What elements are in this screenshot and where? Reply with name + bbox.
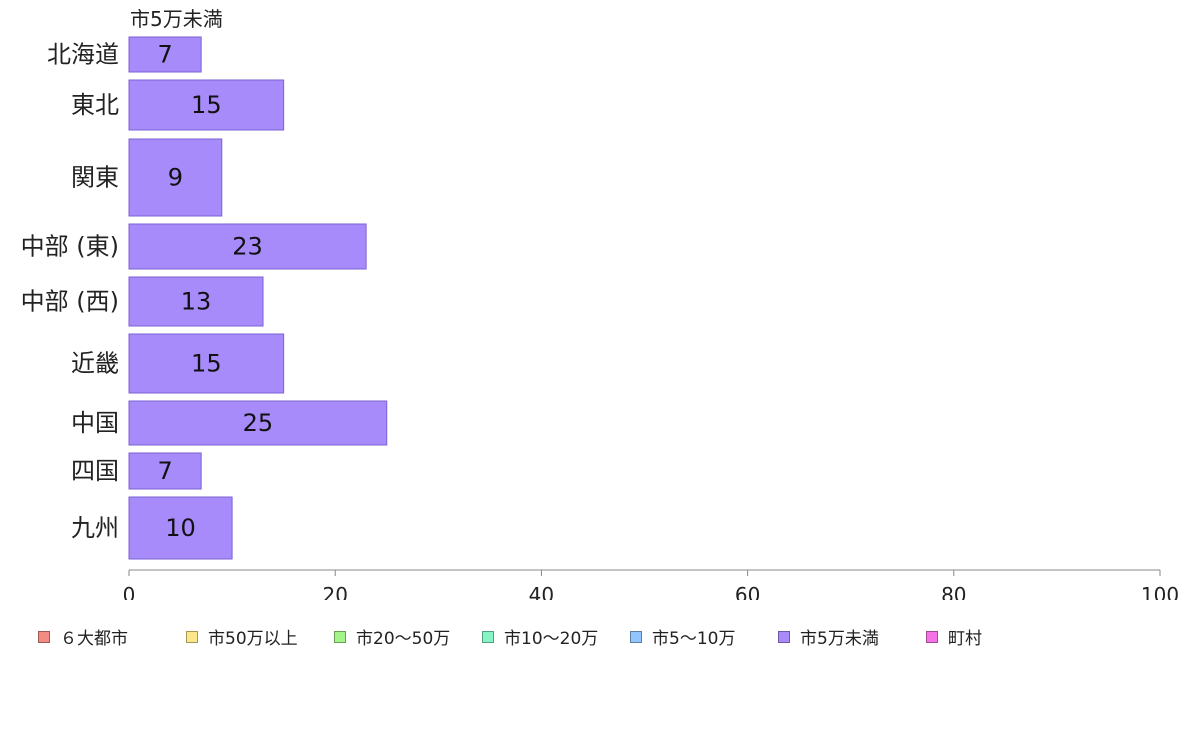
legend-item: ６大都市 xyxy=(38,624,186,649)
legend-label: 市20〜50万 xyxy=(356,629,451,649)
bar xyxy=(128,79,285,131)
legend-label: 町村 xyxy=(948,629,982,649)
category-label: 東北 xyxy=(71,91,119,119)
bar-value-label: 15 xyxy=(191,91,222,119)
legend-swatch xyxy=(630,630,642,643)
x-tick-label: 40 xyxy=(529,583,554,600)
bar-chart: 市5万未満 北海道 7 東北 15 関東 9 中部 (東) 23 中部 (西) 13 近畿 15 中国 2… xyxy=(21,7,1179,600)
category-label: 中部 (東) xyxy=(21,233,119,261)
bar-value-label: 13 xyxy=(181,288,212,316)
category-label: 中国 xyxy=(71,409,119,437)
legend-item: 市50万以上 xyxy=(186,624,334,649)
legend-label: 市5〜10万 xyxy=(652,629,736,649)
category-label: 中部 (西) xyxy=(21,288,119,316)
category-label: 関東 xyxy=(71,164,119,192)
bar-value-label: 9 xyxy=(168,164,183,192)
bar-value-label: 10 xyxy=(165,514,196,542)
legend-item: 市5〜10万 xyxy=(630,624,778,649)
bar xyxy=(128,223,367,270)
bar xyxy=(128,36,202,73)
category-label: 北海道 xyxy=(47,41,119,69)
category-label: 四国 xyxy=(71,457,119,485)
bars-group: 北海道 7 東北 15 関東 9 中部 (東) 23 中部 (西) 13 近畿 15 中国 25 四国 7 九州… xyxy=(21,36,388,560)
category-label: 近畿 xyxy=(71,350,119,378)
bar-value-label: 7 xyxy=(157,457,172,485)
legend-swatch xyxy=(186,630,198,643)
legend-label: 市5万未満 xyxy=(800,629,879,649)
legend-item: 市20〜50万 xyxy=(334,624,482,649)
bar xyxy=(128,138,223,217)
bar xyxy=(128,333,285,394)
category-label: 九州 xyxy=(71,514,119,542)
bar-value-label: 25 xyxy=(243,409,274,437)
legend-label: ６大都市 xyxy=(60,629,128,649)
legend: ６大都市 市50万以上 市20〜50万 市10〜20万 市5〜10万 市5万未満 町村 xyxy=(38,624,1006,649)
bar xyxy=(128,452,202,490)
series-title: 市5万未満 xyxy=(130,7,223,31)
x-tick-label: 0 xyxy=(123,583,136,600)
x-tick-label: 100 xyxy=(1141,583,1179,600)
legend-item: 市10〜20万 xyxy=(482,624,630,649)
bar-value-label: 15 xyxy=(191,350,222,378)
x-tick-label: 60 xyxy=(735,583,760,600)
legend-swatch xyxy=(482,630,494,643)
x-axis: 0 20 40 60 80 100 xyxy=(123,569,1179,600)
bar-value-label: 23 xyxy=(232,233,263,261)
bar xyxy=(128,276,264,327)
legend-item: 市5万未満 xyxy=(778,624,926,649)
legend-item: 町村 xyxy=(926,624,1006,649)
legend-label: 市50万以上 xyxy=(208,629,298,649)
legend-swatch xyxy=(334,630,346,643)
bar xyxy=(128,400,388,446)
legend-swatch xyxy=(778,630,790,643)
legend-swatch xyxy=(38,630,50,643)
bar-value-label: 7 xyxy=(157,41,172,69)
bar xyxy=(128,496,233,560)
legend-swatch xyxy=(926,630,938,643)
x-tick-label: 20 xyxy=(322,583,347,600)
x-tick-label: 80 xyxy=(941,583,966,600)
legend-label: 市10〜20万 xyxy=(504,629,599,649)
